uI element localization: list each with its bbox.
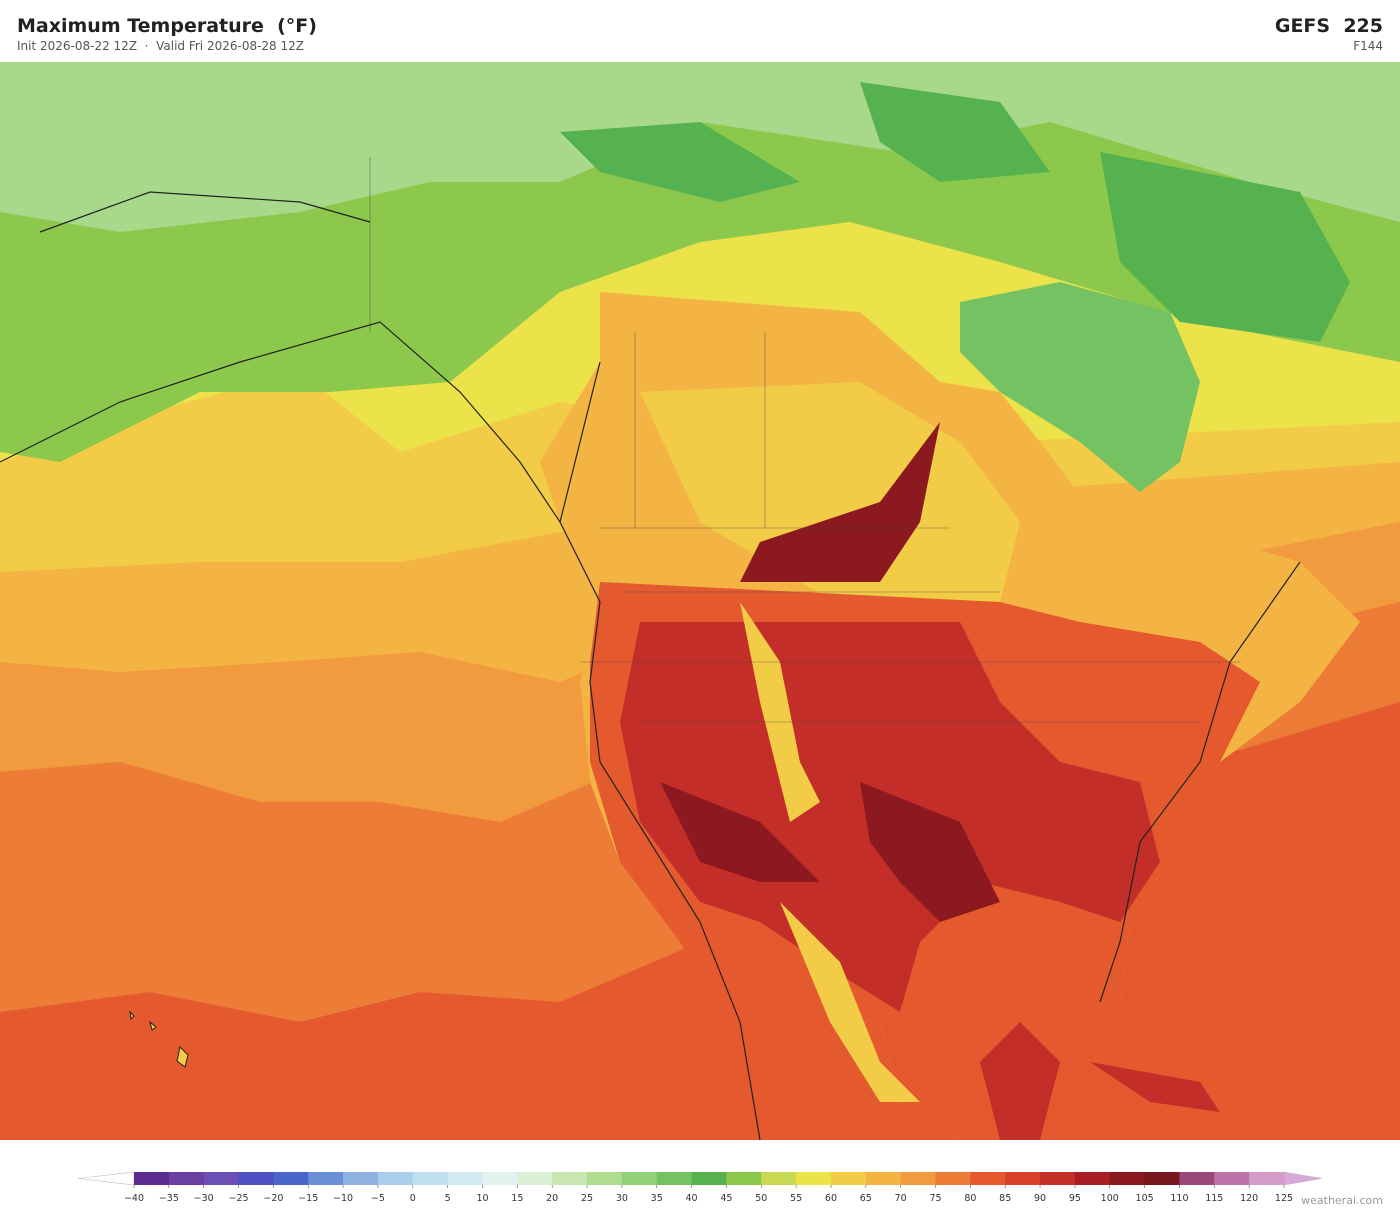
coastline bbox=[0, 191, 1301, 1140]
color-bin bbox=[273, 1172, 309, 1185]
hudson-bay bbox=[960, 282, 1200, 492]
color-bin bbox=[1109, 1172, 1146, 1185]
over-triangle bbox=[1283, 1171, 1323, 1186]
tick-label: 5 bbox=[445, 1193, 451, 1204]
tick-label: 65 bbox=[860, 1193, 872, 1204]
tick-label: 100 bbox=[1101, 1193, 1119, 1204]
tick-label: −25 bbox=[229, 1193, 249, 1204]
color-bin bbox=[1214, 1172, 1250, 1185]
tick-label: 35 bbox=[651, 1193, 663, 1204]
tick-label: 70 bbox=[895, 1193, 907, 1204]
color-bin bbox=[1249, 1172, 1285, 1185]
map bbox=[0, 62, 1400, 1140]
tick-label: 45 bbox=[720, 1193, 732, 1204]
hawaii bbox=[129, 1010, 189, 1068]
tick-label: 80 bbox=[964, 1193, 976, 1204]
tick-label: −20 bbox=[263, 1193, 283, 1204]
tick-label: −5 bbox=[371, 1193, 385, 1204]
tick-label: −10 bbox=[333, 1193, 353, 1204]
color-bin bbox=[691, 1172, 727, 1185]
tick-label: 30 bbox=[616, 1193, 628, 1204]
color-bin bbox=[482, 1172, 518, 1185]
color-bin bbox=[621, 1172, 658, 1185]
tick-label: 40 bbox=[686, 1193, 698, 1204]
color-bin bbox=[308, 1172, 344, 1185]
tick-label: 75 bbox=[929, 1193, 941, 1204]
map-title: Maximum Temperature (°F) bbox=[17, 15, 317, 37]
tick-label: 90 bbox=[1034, 1193, 1046, 1204]
tick-label: −15 bbox=[298, 1193, 318, 1204]
color-bin bbox=[1179, 1172, 1215, 1185]
tick-label: 60 bbox=[825, 1193, 837, 1204]
color-bin bbox=[343, 1172, 379, 1185]
tick-label: 15 bbox=[511, 1193, 523, 1204]
tick-label: 120 bbox=[1240, 1193, 1258, 1204]
color-bin bbox=[865, 1172, 902, 1185]
zone bbox=[0, 62, 1400, 232]
color-bin bbox=[134, 1172, 170, 1185]
tick-label: 20 bbox=[546, 1193, 558, 1204]
color-bin bbox=[552, 1172, 588, 1185]
zone bbox=[560, 82, 1350, 342]
color-bin bbox=[900, 1172, 936, 1185]
map-subtitle: Init 2026-08-22 12Z · Valid Fri 2026-08-… bbox=[17, 39, 304, 53]
color-bin bbox=[830, 1172, 867, 1185]
color-bin bbox=[656, 1172, 692, 1185]
color-bin bbox=[447, 1172, 483, 1185]
color-bin bbox=[412, 1172, 449, 1185]
tick-label: 95 bbox=[1069, 1193, 1081, 1204]
tick-label: 115 bbox=[1205, 1193, 1223, 1204]
tick-label: 125 bbox=[1275, 1193, 1293, 1204]
tick-label: 0 bbox=[410, 1193, 416, 1204]
color-bin bbox=[1005, 1172, 1041, 1185]
tick-label: 50 bbox=[755, 1193, 767, 1204]
color-bin bbox=[1074, 1172, 1111, 1185]
tick-label: 110 bbox=[1170, 1193, 1188, 1204]
color-bin bbox=[168, 1172, 205, 1185]
color-bin bbox=[377, 1172, 414, 1185]
land bbox=[980, 1022, 1220, 1140]
color-bin bbox=[726, 1172, 762, 1185]
color-bin bbox=[517, 1172, 553, 1185]
colorbar: −40 −35 −30 −25 −20 −15 −10 −5 0 5 10 15 20 25 30 35 40 4… bbox=[77, 1171, 1323, 1204]
model-name: GEFS 225 bbox=[1274, 15, 1383, 37]
color-bin bbox=[970, 1172, 1006, 1185]
under-triangle bbox=[77, 1171, 135, 1186]
color-bin bbox=[1144, 1172, 1180, 1185]
border bbox=[369, 157, 1240, 723]
color-bin bbox=[761, 1172, 797, 1185]
color-bin bbox=[203, 1172, 239, 1185]
hot-zone bbox=[660, 422, 1000, 922]
forecast-hour: F144 bbox=[1353, 39, 1383, 53]
color-bin bbox=[1040, 1172, 1076, 1185]
color-bin bbox=[796, 1172, 832, 1185]
tick-label: 10 bbox=[476, 1193, 488, 1204]
tick-label: −35 bbox=[159, 1193, 179, 1204]
tick-label: −30 bbox=[194, 1193, 214, 1204]
tick-label: 25 bbox=[581, 1193, 593, 1204]
highland bbox=[740, 602, 920, 1102]
tick-label: 55 bbox=[790, 1193, 802, 1204]
color-bin bbox=[587, 1172, 623, 1185]
tick-label: 105 bbox=[1136, 1193, 1154, 1204]
color-bin bbox=[238, 1172, 274, 1185]
tick-label: 85 bbox=[999, 1193, 1011, 1204]
watermark: weatherai.com bbox=[1301, 1194, 1383, 1207]
color-bin bbox=[935, 1172, 971, 1185]
tick-label: −40 bbox=[124, 1193, 144, 1204]
